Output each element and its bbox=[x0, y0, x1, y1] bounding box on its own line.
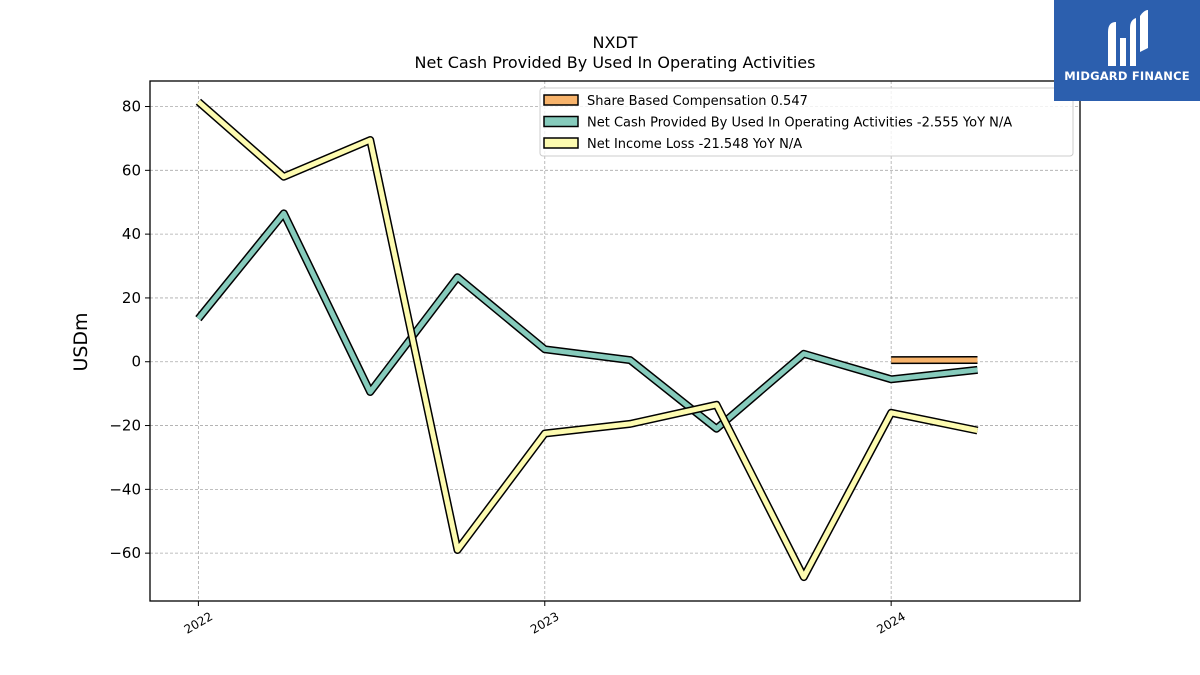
series-line bbox=[196, 210, 978, 432]
y-tick-label: 20 bbox=[122, 289, 141, 307]
legend-label: Net Cash Provided By Used In Operating A… bbox=[587, 116, 1012, 131]
y-tick-label: 0 bbox=[131, 353, 141, 371]
y-tick-label: −60 bbox=[109, 544, 141, 562]
y-tick-label: 80 bbox=[122, 98, 141, 116]
series-line bbox=[196, 99, 979, 580]
series-line-outline bbox=[195, 209, 978, 433]
y-tick-label: −20 bbox=[109, 417, 141, 435]
y-tick-label: −40 bbox=[109, 480, 141, 498]
y-axis-label: USDm bbox=[70, 312, 92, 371]
y-tick-label: 60 bbox=[122, 161, 141, 179]
legend-swatch bbox=[543, 137, 579, 149]
x-axis: 2022 2023 2024 bbox=[182, 601, 908, 637]
y-tick-label: 40 bbox=[122, 225, 141, 243]
legend-label: Net Income Loss -21.548 YoY N/A bbox=[587, 137, 802, 152]
x-tick-label: 2024 bbox=[874, 609, 907, 636]
plot-frame bbox=[149, 80, 1081, 602]
series-line-outline bbox=[195, 98, 979, 582]
x-tick-label: 2023 bbox=[528, 609, 561, 636]
legend-swatch bbox=[543, 94, 579, 106]
logo-mark-icon bbox=[1108, 10, 1148, 66]
legend-box bbox=[539, 87, 1074, 157]
logo-text: MIDGARD FINANCE bbox=[1064, 69, 1190, 83]
brand-logo: MIDGARD FINANCE bbox=[1054, 0, 1200, 101]
x-tick-label: 2022 bbox=[182, 609, 215, 636]
legend-label: Share Based Compensation 0.547 bbox=[587, 94, 808, 109]
legend: Share Based Compensation 0.547 Net Cash P… bbox=[539, 87, 1074, 157]
y-axis: 80 60 40 20 0 −20 −40 −60 bbox=[109, 98, 150, 562]
series-layer bbox=[195, 98, 979, 582]
legend-swatch bbox=[543, 115, 579, 128]
chart-title: NXDT bbox=[592, 33, 637, 52]
grid bbox=[150, 81, 1080, 601]
chart-subtitle: Net Cash Provided By Used In Operating A… bbox=[415, 53, 816, 72]
